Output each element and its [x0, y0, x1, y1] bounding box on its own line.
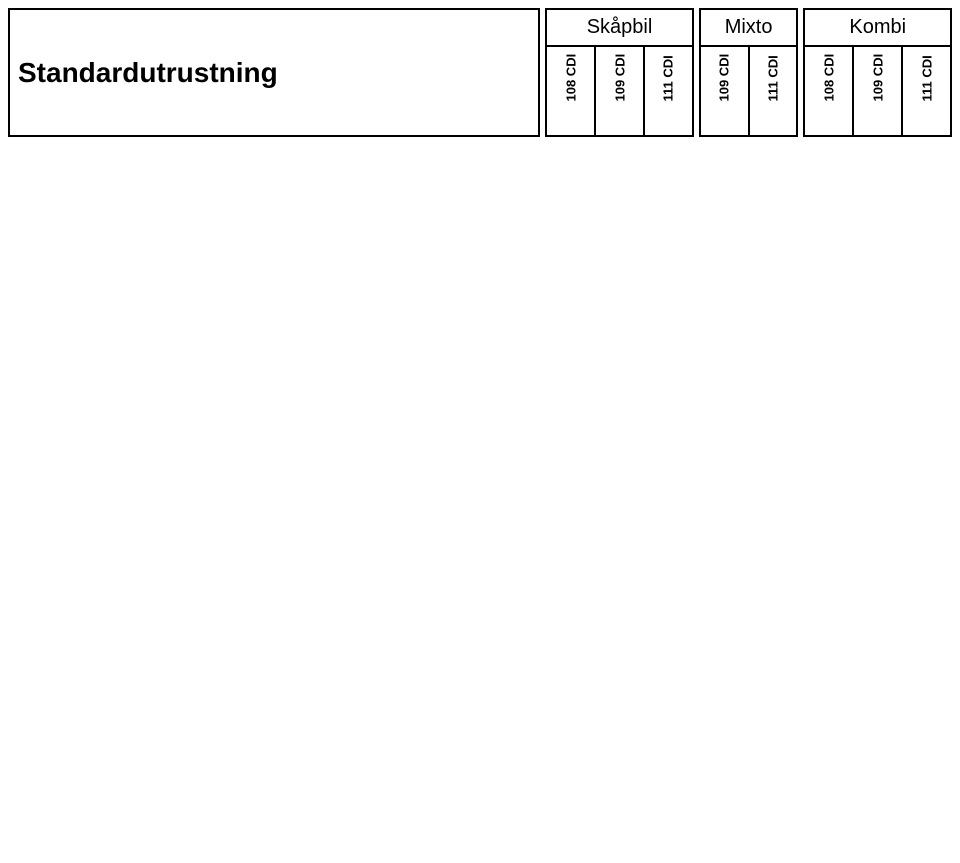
equipment-table: Standardutrustning Skåpbil Mixto Kombi 1… [8, 8, 952, 136]
page-title: Standardutrustning [9, 9, 539, 136]
col-header: 111 CDI [902, 46, 951, 136]
group-header-skapbil: Skåpbil [546, 9, 693, 46]
col-header: 108 CDI [804, 46, 853, 136]
col-header: 109 CDI [595, 46, 644, 136]
col-header: 111 CDI [749, 46, 798, 136]
group-header-mixto: Mixto [700, 9, 798, 46]
col-header: 111 CDI [644, 46, 693, 136]
col-header: 108 CDI [546, 46, 595, 136]
group-header-kombi: Kombi [804, 9, 951, 46]
col-header: 109 CDI [853, 46, 902, 136]
col-header: 109 CDI [700, 46, 749, 136]
